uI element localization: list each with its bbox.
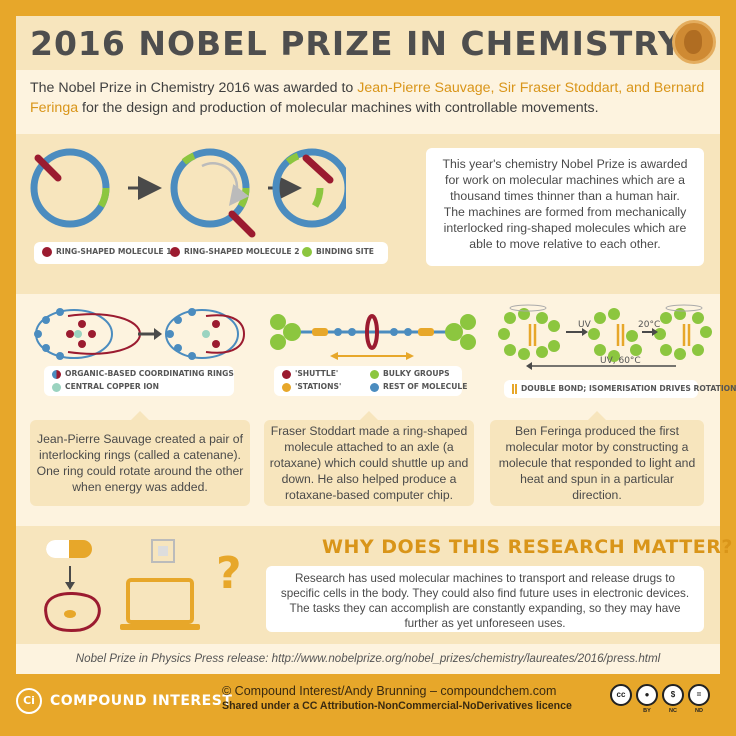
ring-mechanism-diagram bbox=[30, 148, 346, 238]
why-title: WHY DOES THIS RESEARCH MATTER? bbox=[322, 536, 733, 558]
page-title: 2016 NOBEL PRIZE IN CHEMISTRY bbox=[30, 24, 683, 63]
feringa-legend: Double bond; isomerisation drives rotati… bbox=[504, 380, 736, 398]
molecular-motor-diagram bbox=[498, 304, 712, 370]
copyright-line: © Compound Interest/Andy Brunning – comp… bbox=[222, 684, 557, 698]
sauvage-caption: Jean-Pierre Sauvage created a pair of in… bbox=[30, 411, 250, 506]
cc-license-badge: cc ● BY $ NC = ND bbox=[610, 684, 710, 718]
legend-item: 'Shuttle' bbox=[282, 369, 338, 379]
legend-item: Central copper ion bbox=[52, 382, 159, 392]
nd-icon: = bbox=[688, 684, 710, 706]
rotaxane-diagram bbox=[270, 314, 476, 360]
legend-item: Ring-shaped molecule 1 bbox=[42, 247, 172, 257]
cc-icon: cc bbox=[610, 684, 632, 706]
overview-text-box: This year's chemistry Nobel Prize is awa… bbox=[426, 148, 704, 266]
legend-item: Ring-shaped molecule 2 bbox=[170, 247, 300, 257]
legend-item: 'Stations' bbox=[282, 382, 341, 392]
licence-line: Shared under a CC Attribution-NonCommerc… bbox=[222, 700, 572, 712]
laureate-names: Jean-Pierre Sauvage, Sir Fraser Stoddart… bbox=[30, 80, 705, 116]
nobel-medal-icon bbox=[672, 20, 716, 64]
brand-name: COMPOUND INTEREST bbox=[50, 693, 233, 709]
overview-legend: Ring-shaped molecule 1 Ring-shaped molec… bbox=[34, 242, 388, 264]
legend-item: Double bond; isomerisation drives rotati… bbox=[512, 384, 736, 394]
compound-interest-logo-icon: Ci bbox=[16, 688, 42, 714]
by-icon: ● bbox=[636, 684, 658, 706]
press-release-link[interactable]: Nobel Prize in Physics Press release: ht… bbox=[75, 652, 661, 665]
question-mark: ? bbox=[216, 548, 242, 599]
stoddart-caption: Fraser Stoddart made a ring-shaped molec… bbox=[264, 411, 474, 506]
legend-item: Organic-based coordinating rings bbox=[52, 369, 234, 379]
catenane-diagram bbox=[34, 308, 246, 360]
stoddart-legend: 'Shuttle' Bulky groups 'Stations' Rest o… bbox=[274, 366, 467, 396]
applications-illustration bbox=[44, 539, 200, 632]
legend-item: Bulky groups bbox=[370, 369, 450, 379]
feringa-caption: Ben Feringa produced the first molecular… bbox=[490, 411, 704, 506]
legend-item: Binding site bbox=[302, 247, 374, 257]
legend-item: Rest of molecule bbox=[370, 382, 467, 392]
nc-label: NC bbox=[669, 708, 677, 714]
infographic: 2016 NOBEL PRIZE IN CHEMISTRY The Nobel … bbox=[16, 16, 736, 674]
temperature-label: 20°C bbox=[638, 320, 661, 330]
uv-label: UV bbox=[578, 320, 591, 330]
title-bar: 2016 NOBEL PRIZE IN CHEMISTRY bbox=[16, 16, 720, 70]
sauvage-legend: Organic-based coordinating rings Central… bbox=[44, 366, 234, 396]
by-label: BY bbox=[643, 708, 651, 714]
footer: Ci COMPOUND INTEREST © Compound Interest… bbox=[0, 674, 736, 736]
intro-text: The Nobel Prize in Chemistry 2016 was aw… bbox=[30, 80, 705, 116]
credit: © Compound Interest/Andy Brunning – comp… bbox=[222, 684, 572, 712]
uv-temperature-label: UV, 60°C bbox=[600, 356, 641, 366]
nd-label: ND bbox=[695, 708, 703, 714]
nc-icon: $ bbox=[662, 684, 684, 706]
why-text-box: Research has used molecular machines to … bbox=[266, 566, 704, 632]
